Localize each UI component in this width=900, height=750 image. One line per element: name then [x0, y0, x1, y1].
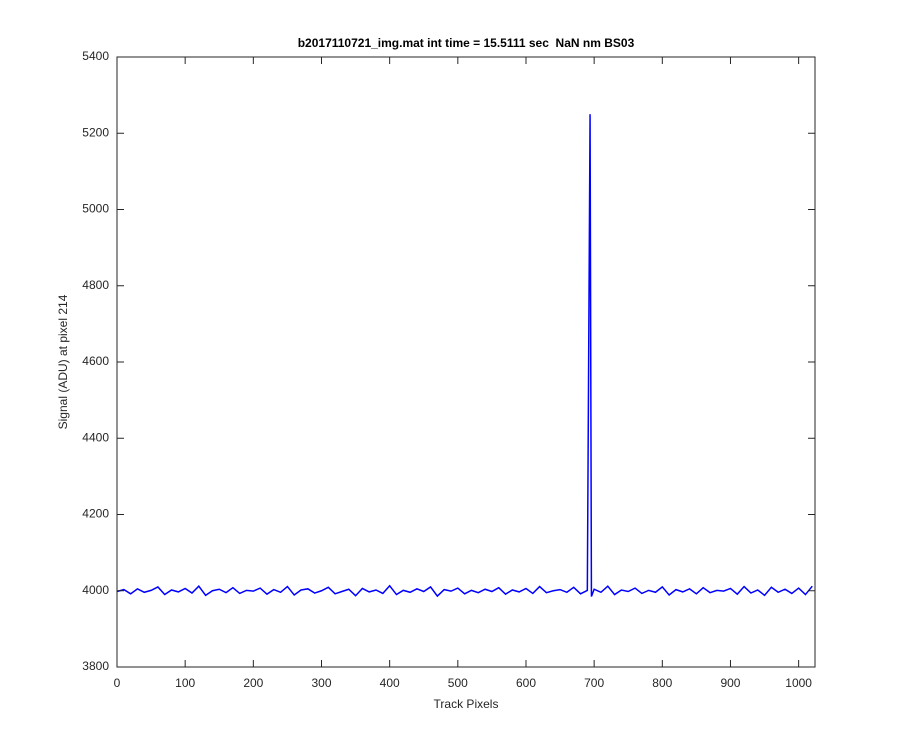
- x-tick-label: 500: [448, 676, 468, 690]
- x-tick-label: 0: [114, 676, 121, 690]
- y-tick-label: 4800: [82, 278, 109, 292]
- x-tick-label: 400: [380, 676, 400, 690]
- x-tick-label: 300: [311, 676, 331, 690]
- x-tick-label: 100: [175, 676, 195, 690]
- y-tick-label: 4200: [82, 507, 109, 521]
- chart-title: b2017110721_img.mat int time = 15.5111 s…: [298, 36, 635, 50]
- plot: [116, 114, 813, 598]
- y-tick-label: 4000: [82, 583, 109, 597]
- y-tick-label: 5200: [82, 125, 109, 139]
- y-tick-label: 5400: [82, 49, 109, 63]
- x-axis-label: Track Pixels: [434, 697, 499, 711]
- y-tick-label: 5000: [82, 202, 109, 216]
- plot-area: [117, 57, 815, 667]
- x-tick-label: 700: [584, 676, 604, 690]
- y-tick-label: 3800: [82, 659, 109, 673]
- y-axis-label: Signal (ADU) at pixel 214: [56, 294, 70, 429]
- y-tick-label: 4400: [82, 430, 109, 444]
- x-tick-label: 900: [720, 676, 740, 690]
- x-tick-label: 800: [652, 676, 672, 690]
- x-tick-label: 1000: [785, 676, 812, 690]
- x-tick-label: 600: [516, 676, 536, 690]
- series-line: [116, 114, 813, 598]
- y-tick-label: 4600: [82, 354, 109, 368]
- x-tick-label: 200: [243, 676, 263, 690]
